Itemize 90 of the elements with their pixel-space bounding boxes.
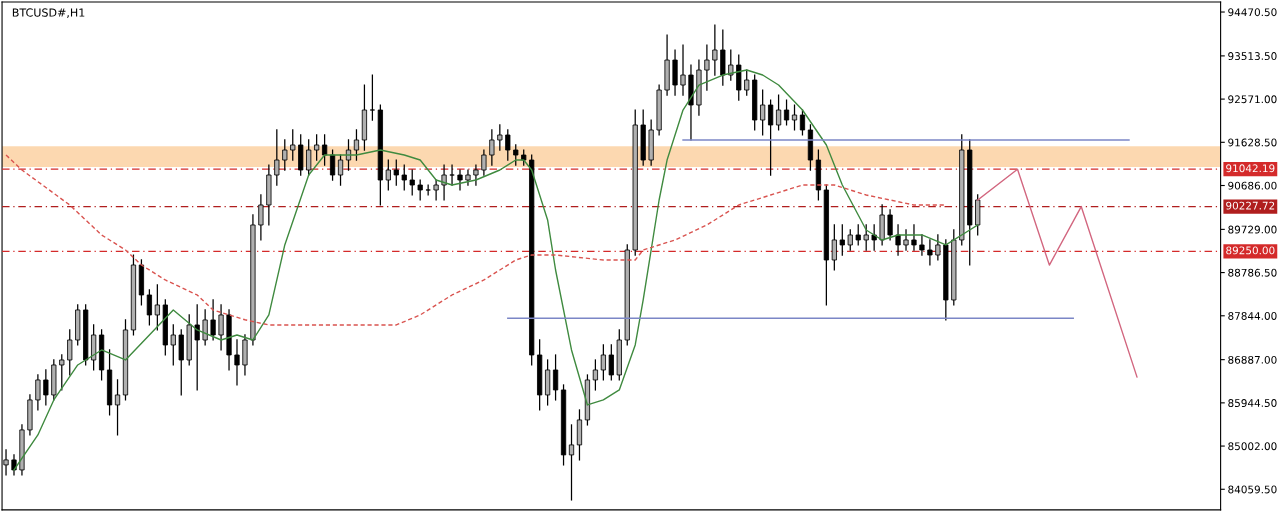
y-tick-label: 88786.50 — [1228, 268, 1277, 277]
candlestick — [385, 159, 391, 191]
candlestick — [234, 339, 240, 386]
candlestick — [59, 354, 65, 391]
candlestick — [425, 184, 431, 196]
candlestick — [871, 224, 877, 251]
candlestick — [768, 99, 774, 176]
candlestick — [322, 134, 328, 166]
candlestick — [505, 129, 511, 161]
candlestick — [449, 164, 455, 186]
candlestick — [887, 209, 893, 241]
y-tick-label: 87844.00 — [1228, 312, 1277, 320]
candlestick — [513, 144, 519, 166]
candlestick — [935, 234, 941, 261]
candlestick — [839, 224, 845, 256]
candlestick — [114, 379, 121, 436]
candlestick — [552, 354, 559, 401]
line-series — [13, 69, 979, 471]
candlestick — [369, 74, 375, 121]
candlestick — [210, 299, 216, 341]
candlestick — [441, 164, 447, 201]
candlestick — [855, 224, 861, 246]
candlestick — [170, 324, 176, 366]
candlestick — [489, 129, 495, 166]
candlestick — [329, 149, 336, 181]
ref-line-label: 91042.19 — [1226, 164, 1275, 173]
candlestick — [831, 224, 837, 271]
y-tick-label: 90686.00 — [1228, 181, 1277, 190]
ref-line-label: 90227.72 — [1226, 201, 1275, 210]
candlestick — [274, 129, 280, 186]
candlestick — [497, 124, 503, 151]
candlestick — [608, 344, 614, 381]
candlestick — [568, 424, 575, 501]
candlestick — [67, 329, 73, 376]
ref-line-label: 89250.00 — [1226, 246, 1275, 255]
candlestick — [11, 454, 17, 476]
candlestick — [306, 139, 312, 176]
chart-title: BTCUSD#,H1 — [12, 8, 85, 18]
candlestick — [473, 164, 479, 186]
candlestick — [282, 139, 288, 171]
y-tick-label: 86887.00 — [1228, 355, 1277, 364]
candlestick — [712, 24, 718, 76]
candlestick — [43, 369, 49, 406]
candlestick — [218, 304, 224, 351]
candlestick — [903, 229, 909, 251]
y-tick-label: 91628.50 — [1228, 138, 1277, 147]
candlestick — [728, 49, 734, 81]
candlestick — [401, 164, 407, 191]
candlestick — [154, 284, 160, 331]
y-tick-label: 94470.50 — [1228, 8, 1277, 17]
candlestick — [481, 149, 487, 176]
candlestick — [760, 89, 766, 136]
candlestick — [775, 94, 782, 131]
candlestick — [202, 309, 208, 346]
candlestick — [592, 359, 599, 391]
candlestick — [791, 104, 798, 131]
candlestick — [290, 129, 296, 161]
candlestick — [409, 169, 415, 196]
candlestick — [457, 169, 463, 191]
y-tick-label: 93513.50 — [1228, 52, 1277, 60]
candlestick — [863, 224, 869, 251]
y-tick-label: 85944.50 — [1228, 399, 1277, 407]
candlestick — [433, 179, 439, 201]
candlestick — [847, 229, 853, 251]
candlestick — [680, 44, 686, 96]
candlestick — [911, 224, 917, 251]
candlestick — [927, 239, 933, 266]
candlestick — [353, 129, 360, 161]
candlestick — [465, 169, 471, 186]
y-tick-label: 89729.00 — [1228, 225, 1277, 234]
candlestick — [600, 344, 606, 381]
candlestick — [393, 159, 399, 186]
candlestick — [194, 304, 200, 391]
candlestick — [35, 374, 41, 411]
candlestick — [337, 154, 344, 186]
candlestick — [895, 224, 901, 256]
candlestick — [417, 179, 423, 201]
y-tick-label: 84059.50 — [1228, 485, 1277, 494]
candlestick — [258, 194, 264, 241]
candlestick — [704, 44, 710, 91]
candlestick — [146, 289, 152, 326]
candlestick — [783, 99, 790, 126]
candlestick — [919, 234, 925, 256]
candlestick — [799, 109, 806, 136]
candlestick — [744, 69, 750, 96]
line-series — [5, 154, 947, 326]
y-tick-label: 85002.00 — [1228, 442, 1277, 451]
line-series — [976, 168, 1138, 378]
candlestick — [314, 134, 320, 161]
y-tick-label: 92571.00 — [1228, 95, 1277, 104]
